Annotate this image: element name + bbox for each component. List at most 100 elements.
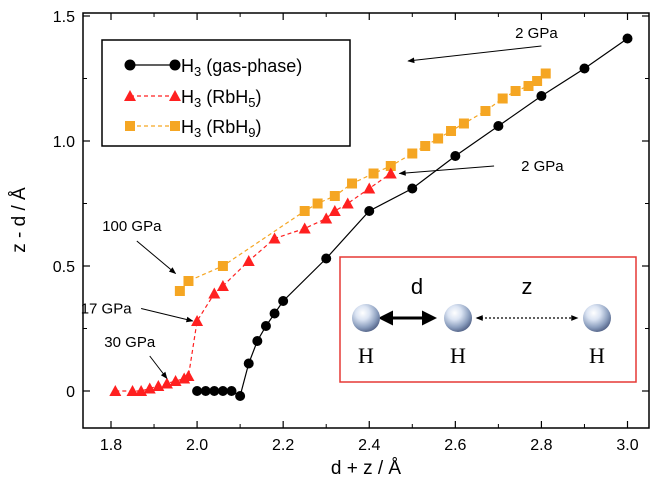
legend-entry-rbh9: H3 (RbH9) xyxy=(125,117,261,140)
legend-label-gas-phase: H3 (gas-phase) xyxy=(181,56,302,79)
inset-label-d: d xyxy=(411,274,423,299)
hydrogen-atom-2 xyxy=(444,304,472,332)
atom-label-3: H xyxy=(589,343,605,368)
y-axis-ticks: 0 0.5 1.0 1.5 xyxy=(53,9,649,401)
annotation-label: 17 GPa xyxy=(81,301,133,318)
data-point xyxy=(160,377,173,389)
data-point xyxy=(169,375,182,386)
data-point xyxy=(341,197,354,209)
annotation-arrow xyxy=(141,308,194,323)
x-axis-title: d + z / Å xyxy=(331,458,402,479)
data-point xyxy=(450,151,461,161)
x-tick-label: 2.6 xyxy=(444,437,466,454)
data-point xyxy=(260,321,271,331)
data-point xyxy=(243,358,254,369)
data-point xyxy=(217,386,228,396)
data-point xyxy=(200,386,211,396)
legend: H3 (gas-phase) H3 (RbH5) H3 (RbH9) xyxy=(101,39,351,147)
data-point xyxy=(480,106,491,116)
data-point xyxy=(268,232,281,244)
y-axis-title: z - d / Å xyxy=(9,187,30,253)
data-point xyxy=(269,308,280,319)
data-point xyxy=(182,370,195,381)
data-point xyxy=(320,212,333,224)
data-point xyxy=(328,205,341,216)
data-point xyxy=(174,286,185,296)
data-point xyxy=(298,222,311,234)
inset-schematic: d z H H H xyxy=(339,256,637,383)
y-tick-label: 1.0 xyxy=(53,134,75,151)
data-point xyxy=(384,167,397,179)
data-point xyxy=(363,182,376,194)
annotation-label: 30 GPa xyxy=(104,334,156,351)
x-tick-label: 1.8 xyxy=(100,437,122,454)
data-point xyxy=(191,315,204,326)
data-point xyxy=(235,391,246,401)
data-point xyxy=(420,141,431,151)
x-tick-label: 2.0 xyxy=(186,437,208,454)
legend-entry-gas-phase: H3 (gas-phase) xyxy=(124,56,302,79)
data-point xyxy=(536,91,547,101)
data-point xyxy=(226,386,237,396)
y-tick-label: 0.5 xyxy=(53,259,75,276)
data-point xyxy=(497,93,508,104)
data-point xyxy=(208,287,221,299)
legend-label-rbh5: H3 (RbH5) xyxy=(181,87,261,110)
data-point xyxy=(540,68,551,79)
data-point xyxy=(407,183,418,194)
annotation-label: 2 GPa xyxy=(515,25,558,42)
data-point xyxy=(192,386,203,396)
data-point xyxy=(217,261,228,271)
data-point xyxy=(216,280,229,291)
data-point xyxy=(622,33,633,44)
data-point xyxy=(109,385,122,396)
data-point xyxy=(433,133,444,144)
data-point xyxy=(143,382,156,394)
legend-entry-rbh5: H3 (RbH5) xyxy=(124,87,261,110)
legend-box xyxy=(101,39,351,147)
annotation-layer: 2 GPa 2 GPa 100 GPa 17 GPa 30 GPa xyxy=(81,25,564,380)
data-point xyxy=(510,86,521,96)
y-tick-label: 1.5 xyxy=(53,9,75,26)
data-point xyxy=(278,296,289,306)
data-point xyxy=(209,386,220,396)
y-tick-label: 0 xyxy=(66,384,75,401)
data-point xyxy=(126,385,139,396)
x-tick-label: 3.0 xyxy=(616,437,638,454)
data-point xyxy=(532,76,543,86)
data-point xyxy=(183,276,194,286)
data-point xyxy=(523,81,534,91)
data-point xyxy=(385,161,396,171)
data-point xyxy=(242,255,255,266)
annotation-arrow xyxy=(398,165,495,176)
data-point xyxy=(368,168,379,179)
atom-label-1: H xyxy=(358,343,374,368)
data-point xyxy=(321,253,332,264)
data-point xyxy=(364,206,375,216)
x-tick-label: 2.4 xyxy=(358,437,380,454)
x-axis-ticks: 1.8 2.0 2.2 2.4 2.6 2.8 3.0 xyxy=(100,13,639,454)
annotation-arrow xyxy=(407,45,542,64)
data-point xyxy=(299,206,310,216)
annotation-label: 2 GPa xyxy=(521,158,564,175)
atom-label-2: H xyxy=(450,343,466,368)
series-layer xyxy=(109,33,633,401)
data-point xyxy=(407,148,418,159)
plot-frame xyxy=(82,12,650,429)
data-point xyxy=(252,336,263,346)
x-tick-label: 2.2 xyxy=(272,437,294,454)
x-tick-label: 2.8 xyxy=(530,437,552,454)
data-point xyxy=(347,178,358,189)
annotation-arrow xyxy=(149,355,168,380)
data-point xyxy=(312,198,323,209)
annotation-label: 100 GPa xyxy=(102,218,162,235)
data-point xyxy=(493,121,504,131)
data-point xyxy=(329,191,340,201)
legend-label-rbh9: H3 (RbH9) xyxy=(181,117,261,140)
data-point xyxy=(446,126,457,136)
annotation-arrow xyxy=(136,240,177,274)
data-point xyxy=(458,118,469,129)
hydrogen-atom-3 xyxy=(583,304,611,332)
data-point xyxy=(152,380,165,391)
